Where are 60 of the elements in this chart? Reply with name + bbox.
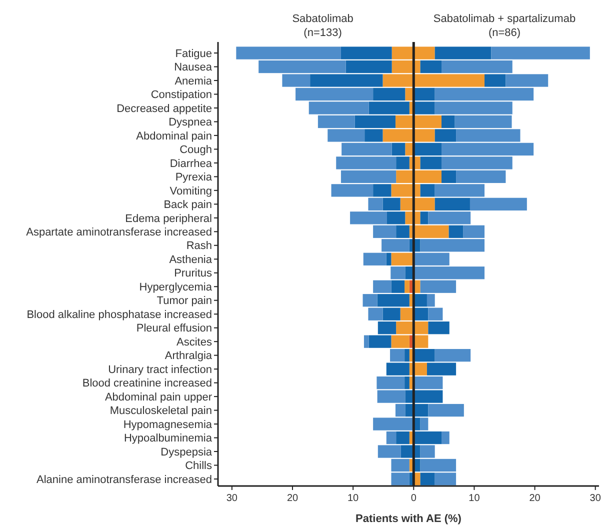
bar <box>442 170 456 183</box>
x-tick-label: 20 <box>529 493 541 504</box>
bar <box>428 404 464 417</box>
bar <box>434 349 471 362</box>
x-axis-title: Patients with AE (%) <box>356 513 462 525</box>
y-tick-label: Hyperglycemia <box>139 281 213 294</box>
y-tick-label: Pyrexia <box>175 172 213 184</box>
y-tick-label: Cough <box>180 144 212 156</box>
bar <box>390 349 405 362</box>
y-tick-label: Edema peripheral <box>125 212 212 225</box>
bar <box>391 252 414 266</box>
y-tick-label: Constipation <box>150 89 212 102</box>
x-tick-label: 10 <box>348 493 360 504</box>
bar <box>414 376 443 390</box>
bar <box>442 431 450 444</box>
y-tick-label: Arthralgia <box>164 350 213 362</box>
y-tick-label: Asthenia <box>169 254 213 266</box>
y-tick-label: Nausea <box>174 62 213 74</box>
bar <box>404 280 410 293</box>
y-tick-label: Abdominal pain <box>136 130 212 142</box>
y-tick-label: Fatigue <box>175 48 212 60</box>
x-tick-label: 0 <box>410 493 417 504</box>
y-tick-label: Diarrhea <box>170 158 213 170</box>
y-tick-label: Chills <box>185 460 212 472</box>
y-tick-label: Alanine aminotransferase increased <box>36 474 212 486</box>
y-tick-label: Blood creatinine increased <box>82 378 212 390</box>
y-tick-label: Anemia <box>174 75 213 88</box>
y-tick-label: Abdominal pain upper <box>104 391 212 404</box>
y-tick-label: Tumor pain <box>156 295 212 308</box>
text: Sabatolimab + spartalizumab (n=86) <box>433 13 576 39</box>
text: Sabatolimab (n=133) <box>292 13 354 39</box>
y-tick-label: Blood alkaline phosphatase increased <box>26 308 212 321</box>
x-tick-label: 30 <box>590 493 602 504</box>
y-tick-label: Urinary tract infection <box>108 364 212 376</box>
bar <box>428 322 450 334</box>
y-tick-label: Pleural effusion <box>136 322 212 335</box>
bar <box>420 418 428 430</box>
bar <box>386 252 392 266</box>
y-tick-label: Aspartate aminotransferase increased <box>26 226 212 238</box>
x-tick-label: 30 <box>226 493 238 504</box>
y-tick-label: Dyspnea <box>168 116 213 129</box>
y-tick-label: Hypoalbuminemia <box>124 432 213 445</box>
bar <box>420 184 435 197</box>
y-tick-label: Rash <box>186 240 212 252</box>
bar <box>420 472 435 486</box>
y-tick-label: Hypomagnesemia <box>123 418 213 431</box>
y-tick-label: Decreased appetite <box>116 102 212 115</box>
x-tick-label: 10 <box>468 493 480 504</box>
x-tick-label: 20 <box>286 493 299 504</box>
y-tick-label: Back pain <box>164 199 212 212</box>
bar <box>448 225 464 238</box>
bar <box>420 212 428 224</box>
y-tick-label: Pruritus <box>174 268 212 280</box>
y-tick-label: Musculoskeletal pain <box>110 405 212 418</box>
y-tick-label: Dyspepsia <box>160 446 213 458</box>
bar <box>364 335 369 348</box>
y-tick-label: Ascites <box>176 336 212 348</box>
bar <box>484 74 506 87</box>
y-tick-label: Vomiting <box>170 185 212 198</box>
bar <box>434 198 470 210</box>
